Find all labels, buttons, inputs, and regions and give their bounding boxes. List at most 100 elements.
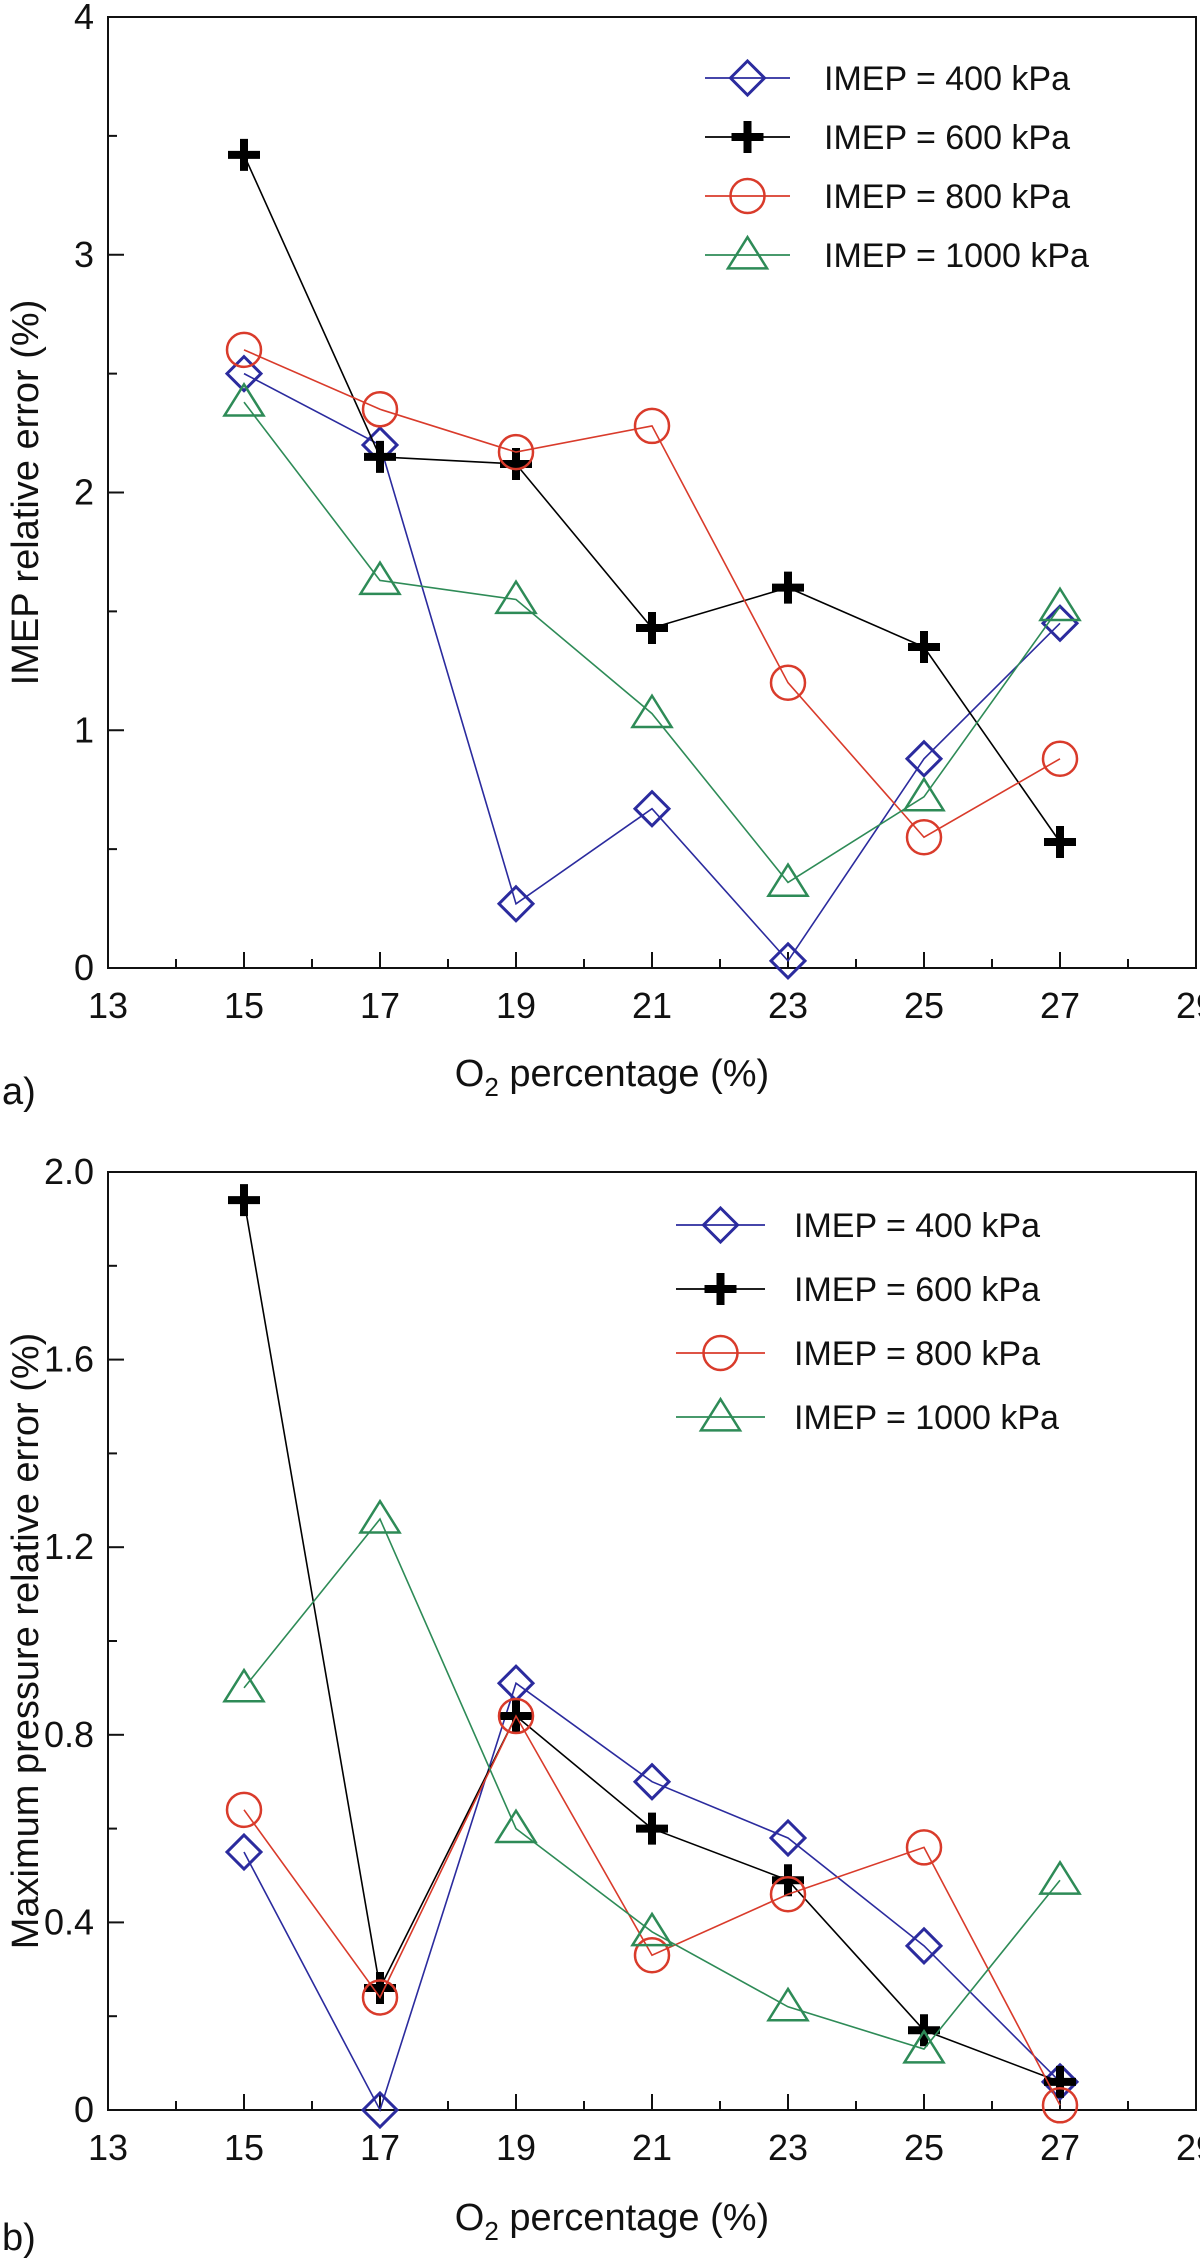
x-axis-label: O2 percentage (%) — [455, 2197, 769, 2246]
legend-marker — [728, 58, 767, 98]
data-point — [769, 664, 807, 701]
data-point — [360, 2090, 400, 2130]
data-point — [225, 331, 263, 369]
data-point — [228, 1184, 260, 1217]
data-point — [497, 1697, 535, 1735]
data-point — [494, 579, 538, 615]
x-tick-label: 21 — [632, 985, 672, 1026]
y-axis-label: IMEP relative error (%) — [5, 300, 47, 686]
data-point — [636, 1812, 668, 1845]
x-axis-label-subscript: 2 — [484, 2216, 498, 2246]
x-tick-label: 23 — [768, 985, 808, 1026]
chart-panel-b: 13 15 17 19 21 23 25 27 29 0 0.4 0.8 1.2 1.6 2.0 O2 per… — [2, 1151, 1200, 2259]
series-line — [243, 1517, 1061, 2050]
legend: IMEP = 400 kPa IMEP = 600 kPa IMEP = 800 k… — [676, 1205, 1059, 1437]
data-point — [361, 1979, 399, 2016]
x-axis-label-subscript: 2 — [484, 1072, 498, 1102]
x-axis-label-main: O — [455, 1053, 485, 1095]
legend-label: IMEP = 800 kPa — [824, 178, 1070, 216]
data-point — [361, 391, 399, 428]
y-tick-label: 2 — [74, 472, 94, 513]
series-imep-1000 — [222, 381, 1082, 898]
data-point — [768, 1818, 808, 1858]
series-imep-600 — [228, 138, 1076, 858]
x-tick-label: 23 — [768, 2127, 808, 2168]
data-point — [358, 1498, 402, 1534]
data-point — [630, 693, 674, 729]
data-point — [632, 789, 672, 828]
data-point — [633, 407, 671, 445]
legend-marker — [729, 177, 766, 215]
data-point — [496, 884, 536, 923]
data-point — [632, 1762, 672, 1801]
legend-marker — [704, 1273, 737, 1305]
series-imep-400 — [224, 354, 1080, 980]
series-imep-800 — [225, 1697, 1079, 2124]
data-point — [1041, 2087, 1079, 2124]
data-point — [224, 354, 264, 393]
data-point — [222, 1667, 266, 1703]
series-line — [243, 401, 1061, 884]
x-tick-label: 15 — [224, 985, 264, 1026]
y-tick-label: 0 — [74, 2089, 94, 2130]
data-point — [1038, 1859, 1082, 1895]
legend-label: IMEP = 400 kPa — [794, 1207, 1040, 1245]
y-tick-label: 3 — [74, 234, 94, 275]
x-tick-label: 27 — [1040, 2127, 1080, 2168]
x-tick-label: 25 — [904, 2127, 944, 2168]
data-point — [904, 1926, 944, 1965]
y-tick-label: 0.8 — [44, 1714, 94, 1755]
data-point — [1044, 2065, 1076, 2098]
data-point — [497, 433, 535, 471]
series-imep-1000 — [222, 1498, 1082, 2064]
data-point — [902, 776, 946, 812]
data-point — [904, 739, 944, 778]
data-point — [636, 612, 668, 645]
legend-label: IMEP = 600 kPa — [824, 119, 1070, 157]
x-tick-label: 13 — [88, 2127, 128, 2168]
x-axis-label-rest: percentage (%) — [499, 2197, 769, 2239]
y-tick-label: 1.6 — [44, 1339, 94, 1380]
x-axis-label-rest: percentage (%) — [499, 1053, 769, 1095]
legend-label: IMEP = 600 kPa — [794, 1271, 1040, 1309]
x-tick-label: 17 — [360, 2127, 400, 2168]
series-line — [243, 349, 1061, 839]
data-point — [630, 1911, 674, 1947]
data-point — [364, 440, 396, 473]
series-imep-400 — [224, 1664, 1080, 2130]
data-point — [1040, 604, 1080, 643]
data-point — [1041, 740, 1079, 778]
y-tick-label: 2.0 — [44, 1151, 94, 1192]
chart-panel-a: 13151719212325272901234O2 percentage (%)… — [2, 0, 1200, 1113]
legend-marker — [698, 1396, 743, 1432]
legend-marker — [701, 1205, 740, 1245]
data-point — [1044, 825, 1076, 858]
legend-marker — [725, 234, 770, 270]
data-point — [358, 560, 402, 596]
legend-marker — [731, 121, 764, 153]
panel-label: a) — [2, 1071, 36, 1113]
data-point — [1038, 586, 1082, 622]
x-tick-label: 25 — [904, 985, 944, 1026]
legend-label: IMEP = 400 kPa — [824, 60, 1070, 98]
data-point — [769, 1876, 807, 1913]
y-tick-label: 1 — [74, 709, 94, 750]
x-tick-label: 13 — [88, 985, 128, 1026]
data-point — [222, 381, 266, 417]
y-tick-label: 0.4 — [44, 1901, 94, 1942]
y-tick-label: 0 — [74, 947, 94, 988]
series-imep-600 — [228, 1184, 1076, 2098]
x-axis-label: O2 percentage (%) — [455, 1053, 769, 1102]
series-line — [243, 1714, 1061, 2106]
x-tick-label: 19 — [496, 2127, 536, 2168]
data-point — [225, 1791, 263, 1829]
data-point — [633, 1936, 671, 1974]
data-point — [772, 571, 804, 604]
data-point — [228, 138, 260, 171]
plot-frame — [107, 1171, 1197, 2111]
series-imep-800 — [225, 331, 1079, 856]
data-point — [494, 1808, 538, 1844]
data-point — [902, 2028, 946, 2064]
